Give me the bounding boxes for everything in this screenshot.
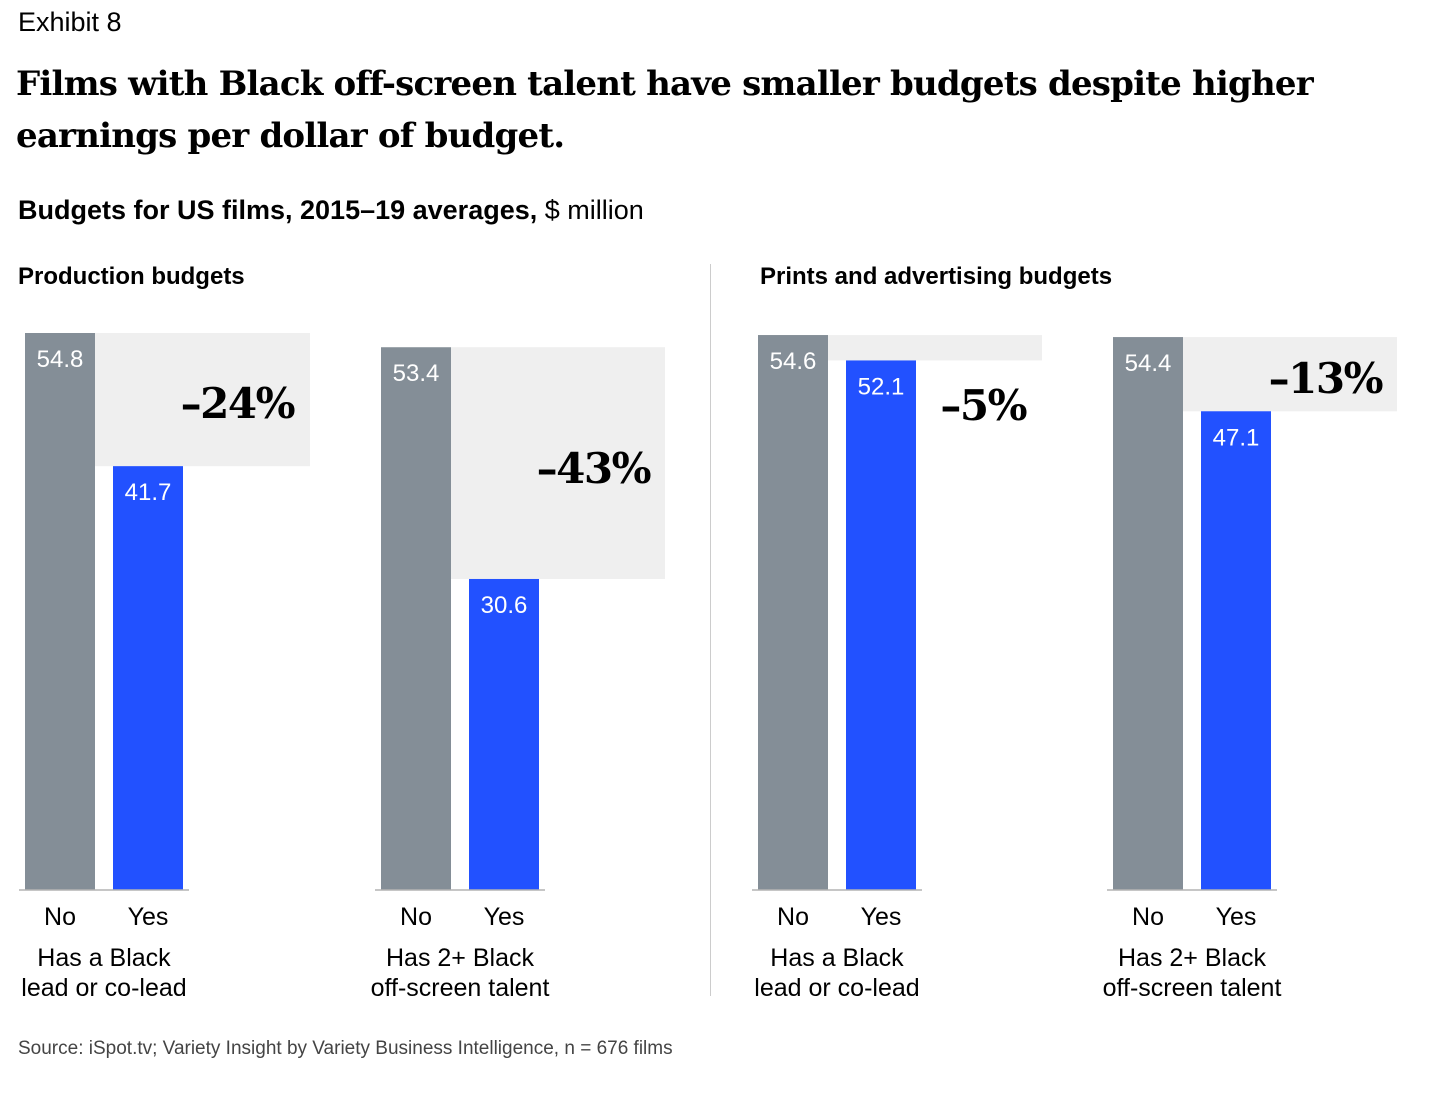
group-label-line-4-1: Has 2+ Black xyxy=(1118,944,1266,972)
percent-change-label-3: –5% xyxy=(940,381,1026,430)
group-label-line-2-2: off-screen talent xyxy=(371,974,550,1002)
source-note: Source: iSpot.tv; Variety Insight by Var… xyxy=(18,1038,673,1059)
bar-yes-2 xyxy=(469,578,539,890)
bar-value-label-no-4: 54.4 xyxy=(1125,350,1172,377)
tick-label-yes-4: Yes xyxy=(1216,903,1257,931)
bar-value-label-yes-3: 52.1 xyxy=(858,373,905,400)
exhibit-label: Exhibit 8 xyxy=(18,7,122,37)
bar-no-1 xyxy=(25,333,95,890)
tick-label-no-1: No xyxy=(44,903,76,931)
group-label-line-3-1: Has a Black xyxy=(770,944,904,972)
tick-label-no-2: No xyxy=(400,903,432,931)
bar-no-2 xyxy=(381,347,451,890)
difference-band-4 xyxy=(1183,337,1397,412)
group-label-3: Has a Black lead or co-lead xyxy=(754,944,919,1002)
bar-value-label-yes-2: 30.6 xyxy=(481,592,528,619)
bar-yes-3 xyxy=(846,360,916,890)
bar-value-label-no-1: 54.8 xyxy=(37,346,84,373)
group-label-line-4-2: off-screen talent xyxy=(1103,974,1282,1002)
subtitle-main: Budgets for US films, 2015–19 averages, xyxy=(18,195,538,225)
percent-change-label-2: –43% xyxy=(537,444,651,493)
group-label-line-1-2: lead or co-lead xyxy=(21,974,186,1002)
bar-value-label-yes-4: 47.1 xyxy=(1213,424,1260,451)
group-label-line-2-1: Has 2+ Black xyxy=(386,944,534,972)
section-divider xyxy=(710,264,711,996)
difference-band-1 xyxy=(95,333,310,467)
bar-value-label-no-2: 53.4 xyxy=(393,360,440,387)
bar-value-label-no-3: 54.6 xyxy=(770,348,817,375)
bar-yes-4 xyxy=(1201,411,1271,890)
section-title-prints-advertising: Prints and advertising budgets xyxy=(760,263,1113,290)
group-label-line-3-2: lead or co-lead xyxy=(754,974,919,1002)
tick-label-no-3: No xyxy=(777,903,809,931)
group-label-line-1-1: Has a Black xyxy=(37,944,171,972)
group-label-2: Has 2+ Black off-screen talent xyxy=(371,944,550,1002)
bar-no-3 xyxy=(758,335,828,890)
group-label-4: Has 2+ Black off-screen talent xyxy=(1103,944,1282,1002)
bar-value-label-yes-1: 41.7 xyxy=(125,479,172,506)
section-title-production: Production budgets xyxy=(18,263,245,290)
difference-band-3 xyxy=(828,335,1042,361)
tick-label-yes-3: Yes xyxy=(861,903,902,931)
tick-label-yes-2: Yes xyxy=(484,903,525,931)
tick-label-yes-1: Yes xyxy=(128,903,169,931)
tick-label-no-4: No xyxy=(1132,903,1164,931)
percent-change-label-4: –13% xyxy=(1269,354,1383,403)
difference-band-2 xyxy=(451,347,665,579)
chart-title: Films with Black off-screen talent have … xyxy=(16,64,1314,156)
percent-change-label-1: –24% xyxy=(181,379,295,428)
bar-yes-1 xyxy=(113,466,183,890)
chart-subtitle: Budgets for US films, 2015–19 averages, … xyxy=(18,192,644,228)
group-label-1: Has a Black lead or co-lead xyxy=(21,944,186,1002)
bar-no-4 xyxy=(1113,337,1183,891)
subtitle-unit: $ million xyxy=(537,195,644,225)
